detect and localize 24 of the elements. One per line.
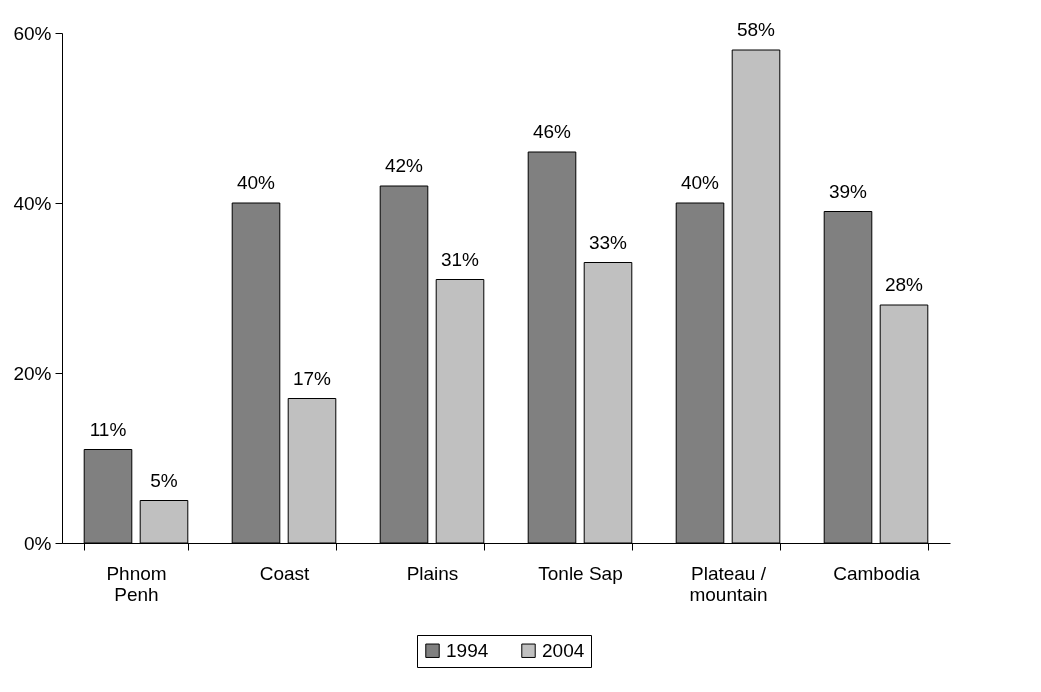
data-label: 40%	[680, 172, 720, 193]
x-tick-label: Tonle Sap	[538, 562, 623, 584]
y-tick-label: 60%	[13, 22, 52, 44]
data-label: 33%	[588, 231, 628, 253]
x-tick-label: Coast	[259, 562, 311, 584]
data-label: 58%	[736, 19, 776, 40]
x-tick-label: Phnom Penh	[106, 562, 167, 605]
data-label: 39%	[828, 180, 868, 202]
data-label: 28%	[884, 274, 924, 295]
data-label: 42%	[384, 155, 424, 176]
x-tick-label: Plateau / mountain	[689, 562, 768, 605]
data-label: 46%	[532, 121, 572, 142]
y-tick-label: 20%	[13, 362, 52, 384]
y-tick-label: 40%	[13, 192, 52, 214]
data-label: 40%	[236, 172, 276, 193]
x-tick-label: Plains	[406, 562, 459, 584]
data-label: 31%	[440, 248, 480, 270]
data-label: 17%	[292, 367, 332, 389]
data-label: 5%	[150, 469, 178, 491]
x-tick-label: Cambodia	[833, 562, 921, 584]
legend-label: 1994	[446, 639, 489, 661]
y-tick-label: 0%	[24, 532, 52, 554]
data-label: 11%	[89, 418, 127, 440]
legend-label: 2004	[542, 639, 585, 661]
